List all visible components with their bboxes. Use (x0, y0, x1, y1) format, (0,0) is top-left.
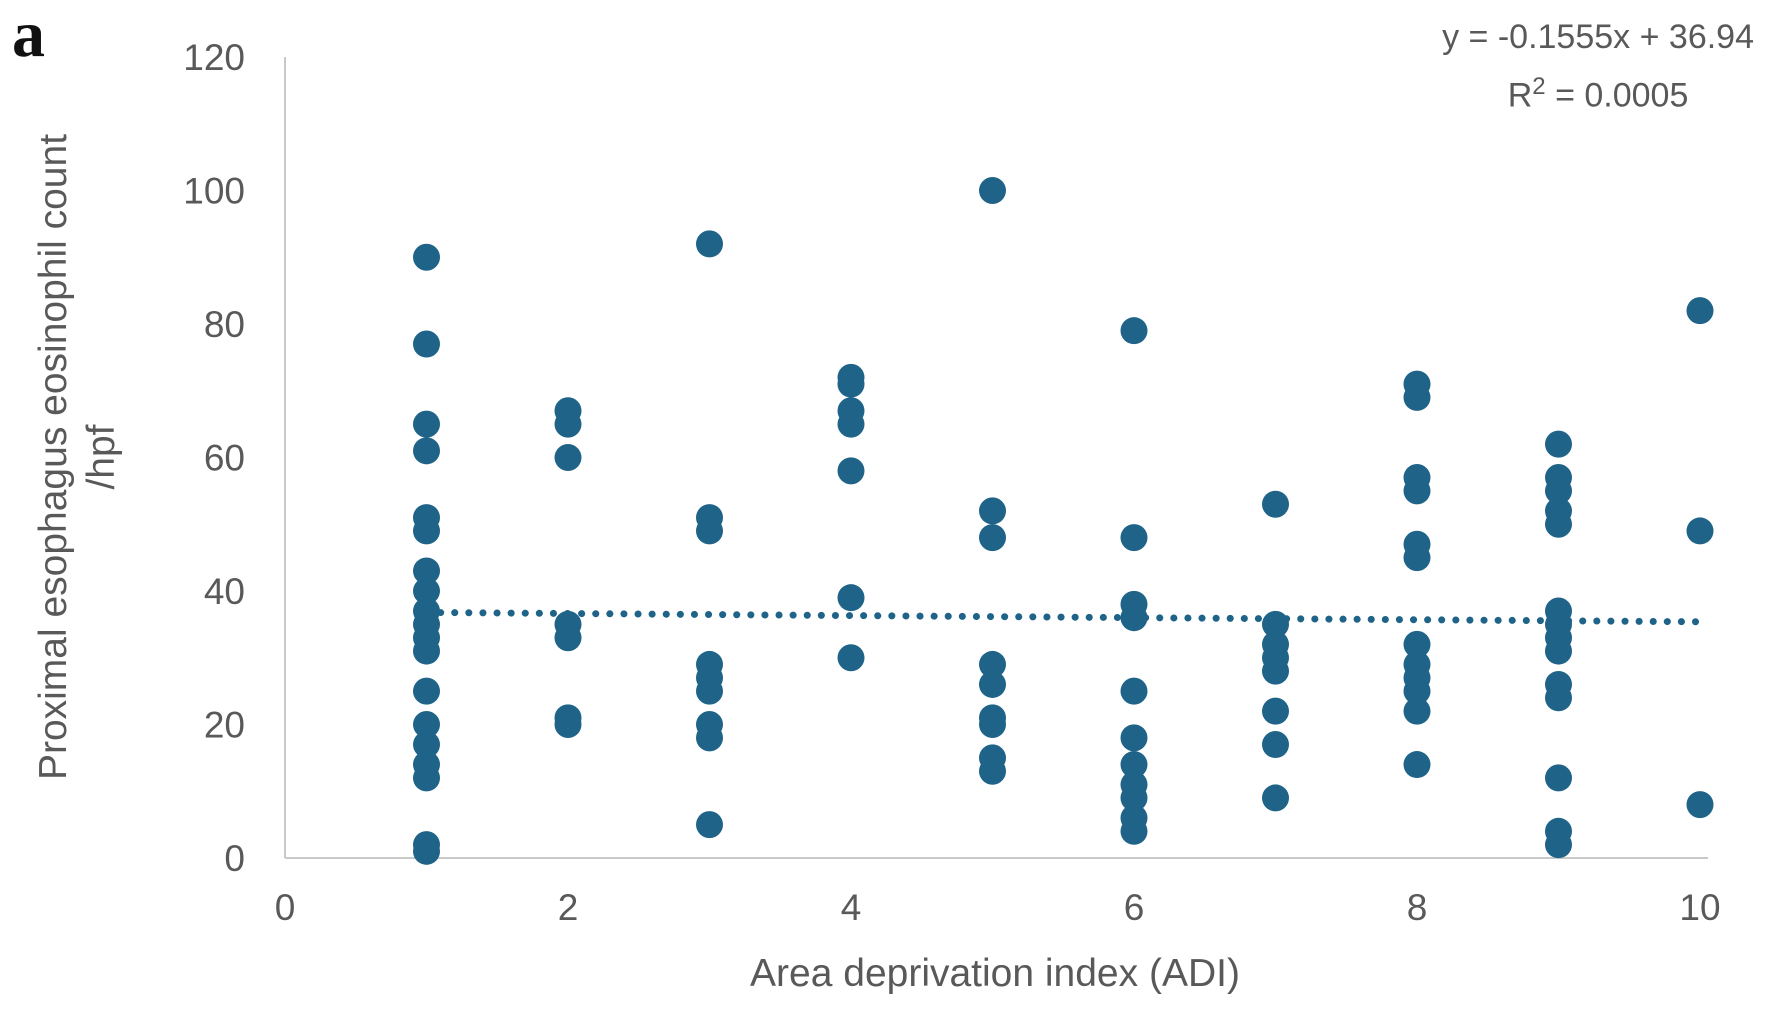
scatter-point (696, 230, 723, 258)
scatter-point (413, 637, 440, 665)
scatter-point (979, 177, 1006, 204)
scatter-point (1120, 784, 1148, 812)
x-tick-label: 6 (1124, 887, 1145, 928)
trendline (423, 608, 1704, 626)
y-tick-label: 80 (204, 304, 245, 345)
scatter-point (1545, 831, 1572, 859)
trendline-equation: y = -0.1555x + 36.94 R2 = 0.0005 (1442, 12, 1754, 120)
scatter-point (1262, 697, 1289, 725)
scatter-point (413, 410, 440, 438)
scatter-point (1403, 383, 1431, 411)
scatter-point (1120, 724, 1148, 752)
scatter-point (979, 650, 1006, 678)
scatter-point (1545, 637, 1572, 665)
scatter-point (1403, 544, 1431, 572)
scatter-point (1262, 784, 1289, 812)
scatter-point (413, 517, 440, 545)
scatter-point (554, 711, 582, 738)
scatter-point (1545, 764, 1572, 792)
scatter-point (696, 724, 723, 752)
scatter-point (1686, 297, 1714, 325)
scatter-point (1262, 657, 1289, 685)
scatter-point (979, 670, 1006, 698)
x-tick-label: 0 (275, 887, 296, 928)
scatter-point (413, 437, 440, 465)
scatter-point (413, 243, 440, 271)
scatter-point (979, 711, 1006, 738)
scatter-point (837, 370, 865, 398)
scatter-point (1545, 684, 1572, 712)
scatter-point (837, 584, 865, 612)
scatter-point (1120, 677, 1148, 705)
y-axis-title: Proximal esophagus eosinophil count /hpf (30, 0, 126, 917)
x-tick-label: 10 (1679, 887, 1720, 928)
scatter-point (1403, 697, 1431, 725)
scatter-point (1120, 751, 1148, 779)
scatter-point (413, 731, 440, 759)
scatter-point (696, 517, 723, 545)
scatter-point (1545, 510, 1572, 538)
scatter-point (979, 757, 1006, 785)
panel-label: a (12, 0, 45, 71)
scatter-point (837, 457, 865, 485)
scatter-point (1686, 791, 1714, 819)
r-superscript: 2 (1532, 73, 1546, 100)
scatter-point (1262, 731, 1289, 759)
scatter-point (979, 524, 1006, 552)
scatter-point (1120, 524, 1148, 552)
scatter-point (696, 677, 723, 705)
equation-line: y = -0.1555x + 36.94 (1442, 18, 1754, 56)
scatter-point (413, 711, 440, 738)
y-tick-label: 40 (204, 571, 245, 612)
scatter-point (1120, 817, 1148, 845)
scatter-point (413, 330, 440, 358)
scatter-point (1545, 477, 1572, 505)
scatter-point (413, 677, 440, 705)
scatter-point (979, 497, 1006, 525)
y-axis-title-line1: Proximal esophagus eosinophil count (32, 133, 75, 781)
scatter-point (837, 410, 865, 438)
y-tick-label: 0 (224, 838, 245, 879)
scatter-point (554, 410, 582, 438)
r-value: = 0.0005 (1545, 76, 1689, 115)
scatter-point (1403, 477, 1431, 505)
r-symbol: R (1507, 76, 1533, 115)
r-squared-line: R2 = 0.0005 (1442, 62, 1754, 120)
scatter-point (413, 764, 440, 792)
scatter-point (1403, 630, 1431, 658)
scatter-point (413, 837, 440, 865)
scatter-point (1403, 677, 1431, 705)
scatter-point (837, 644, 865, 672)
y-tick-label: 60 (204, 438, 245, 479)
scatter-point (1403, 751, 1431, 779)
scatter-point (554, 444, 582, 471)
x-axis-title: Area deprivation index (ADI) (750, 952, 1240, 995)
y-axis-title-line2: /hpf (80, 424, 123, 490)
scatter-point (413, 577, 440, 605)
scatter-point (413, 557, 440, 585)
x-tick-label: 4 (841, 887, 862, 928)
scatter-point (1262, 610, 1289, 638)
y-tick-label: 120 (183, 37, 245, 78)
scatter-point (1686, 517, 1714, 545)
x-tick-label: 8 (1407, 887, 1428, 928)
y-tick-label: 100 (183, 171, 245, 212)
scatter-point (1545, 430, 1572, 458)
y-tick-label: 20 (204, 705, 245, 746)
scatter-point (1262, 490, 1289, 518)
scatter-point (1120, 317, 1148, 345)
scatter-point (554, 624, 582, 652)
scatter-point (1120, 604, 1148, 632)
scatter-point (696, 811, 723, 839)
x-tick-label: 2 (558, 887, 579, 928)
